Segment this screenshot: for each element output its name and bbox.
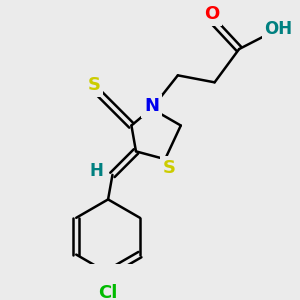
Text: S: S	[87, 76, 100, 94]
Text: OH: OH	[265, 20, 292, 38]
Text: N: N	[144, 97, 159, 115]
Text: S: S	[163, 159, 176, 177]
Text: Cl: Cl	[98, 284, 118, 300]
Text: O: O	[204, 5, 220, 23]
Text: H: H	[90, 161, 104, 179]
